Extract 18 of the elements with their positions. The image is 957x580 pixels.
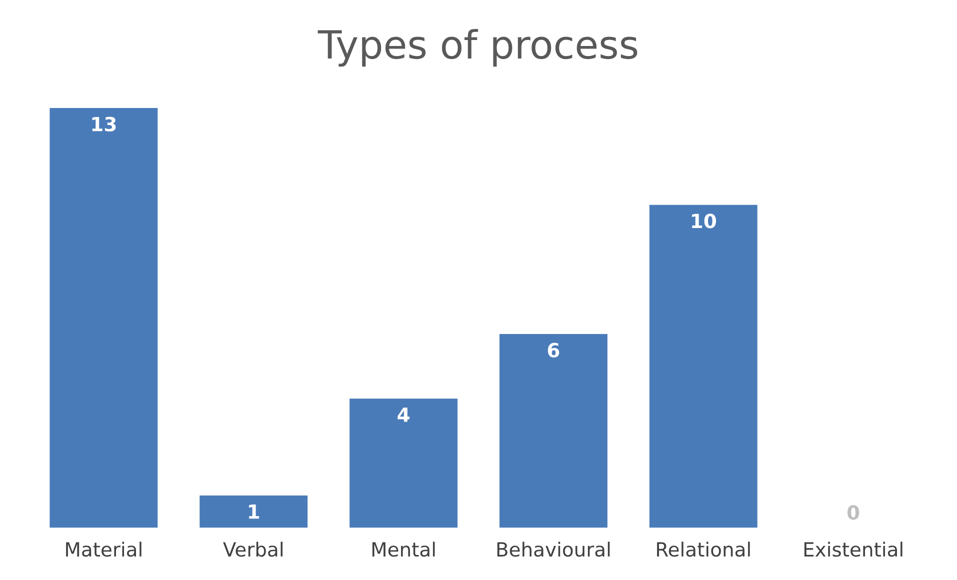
- data-label: 0: [847, 505, 860, 520]
- bar: [649, 204, 758, 528]
- x-tick-label: Material: [66, 542, 142, 557]
- bar: [499, 334, 608, 528]
- x-tick-label: Behavioural: [497, 542, 610, 557]
- x-tick-label: Verbal: [223, 542, 282, 557]
- x-tick-label: Existential: [804, 542, 902, 557]
- data-label: 6: [548, 342, 560, 358]
- chart-title: Types of process: [318, 29, 638, 67]
- bar: [200, 496, 308, 528]
- data-label: 4: [398, 408, 410, 422]
- data-label: 13: [92, 116, 116, 132]
- data-label: 10: [692, 214, 716, 228]
- data-label: 1: [249, 504, 260, 519]
- bar: [350, 398, 458, 528]
- x-tick-label: Relational: [657, 542, 750, 557]
- x-tick-label: Mental: [372, 542, 435, 557]
- bar: [50, 108, 158, 528]
